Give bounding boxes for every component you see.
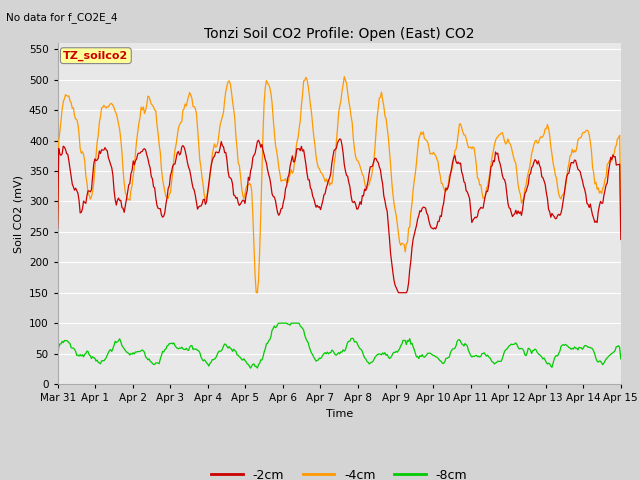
Text: TZ_soilco2: TZ_soilco2 (63, 50, 129, 61)
Text: No data for f_CO2E_4: No data for f_CO2E_4 (6, 12, 118, 23)
X-axis label: Time: Time (326, 408, 353, 419)
Y-axis label: Soil CO2 (mV): Soil CO2 (mV) (13, 175, 23, 252)
Title: Tonzi Soil CO2 Profile: Open (East) CO2: Tonzi Soil CO2 Profile: Open (East) CO2 (204, 27, 474, 41)
Legend: -2cm, -4cm, -8cm: -2cm, -4cm, -8cm (206, 464, 472, 480)
